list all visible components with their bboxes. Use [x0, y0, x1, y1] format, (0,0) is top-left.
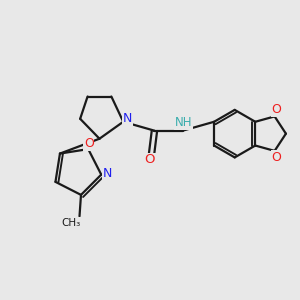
Text: O: O	[84, 137, 94, 150]
Text: CH₃: CH₃	[61, 218, 80, 228]
Text: O: O	[272, 103, 281, 116]
Text: N: N	[123, 112, 132, 125]
Text: O: O	[272, 151, 281, 164]
Text: NH: NH	[175, 116, 192, 129]
Text: O: O	[145, 153, 155, 166]
Text: N: N	[103, 167, 112, 180]
